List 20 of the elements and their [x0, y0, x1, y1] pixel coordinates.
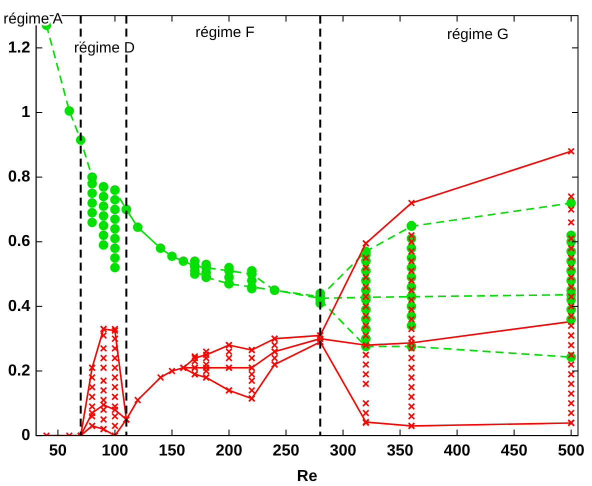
- annotation: régime G: [446, 26, 509, 44]
- y-tick-label: 0.2: [8, 362, 30, 380]
- y-tick-label: 0.4: [8, 298, 30, 315]
- y-tick-label: 0: [21, 427, 30, 444]
- x-tick-label: 250: [272, 442, 300, 460]
- x-tick-label: 150: [158, 442, 186, 460]
- x-tick-label: 300: [330, 442, 356, 460]
- x-tick-label: 200: [216, 442, 242, 460]
- y-tick-label: 1: [21, 104, 30, 121]
- x-tick-label: 50: [49, 442, 67, 460]
- annotation: régime F: [195, 24, 255, 42]
- y-tick-label: 1.2: [8, 39, 30, 56]
- x-tick-label: 450: [500, 442, 528, 460]
- y-tick-label: 0.6: [8, 233, 30, 250]
- x-tick-label: 500: [558, 442, 585, 460]
- x-tick-label: 350: [386, 442, 414, 460]
- x-tick-label: 100: [102, 442, 128, 460]
- x-axis-title: Re: [296, 468, 318, 485]
- x-tick-label: 400: [444, 442, 471, 460]
- y-tick-label: 0.8: [8, 168, 30, 186]
